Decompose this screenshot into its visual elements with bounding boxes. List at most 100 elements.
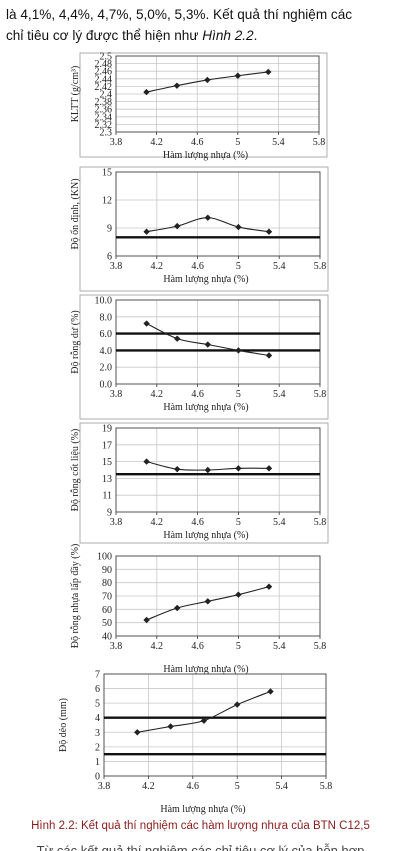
x-tick-label: 5.8 <box>314 517 327 528</box>
x-tick-label: 4.2 <box>151 517 164 528</box>
data-point <box>174 465 181 473</box>
data-point <box>267 688 274 695</box>
chart-vma: 9 11 13 15 17 19 3.8 4.2 4.6 5 5.4 5.8 Hàm lượng nhự… <box>0 422 401 546</box>
y-tick-label: 9 <box>107 224 112 235</box>
y-tick-label: 2.3 <box>100 128 113 139</box>
y-tick-label: 2.48 <box>95 59 113 70</box>
data-point <box>143 458 150 465</box>
x-tick-label: 5 <box>236 517 241 528</box>
y-axis-label: Độ rỗng cốt liệu (%) <box>70 429 81 512</box>
data-point <box>143 320 150 327</box>
y-tick-label: 2.5 <box>100 52 113 63</box>
data-point <box>167 723 174 730</box>
chart-frame <box>79 166 329 292</box>
figure-caption: Hình 2.2: Kết quả thí nghiệm các hàm lượ… <box>31 820 370 832</box>
y-tick-label: 2.34 <box>95 112 113 123</box>
y-tick-label: 2.32 <box>95 120 113 131</box>
y-tick-label: 15 <box>102 457 112 468</box>
x-tick-label: 3.8 <box>98 781 111 792</box>
x-axis-label: Hàm lượng nhựa (%) <box>163 664 248 675</box>
y-tick-label: 6.0 <box>100 329 113 340</box>
x-tick-label: 5 <box>236 641 241 652</box>
y-axis-label: Độ rỗng dư (%) <box>70 310 81 373</box>
y-tick-label: 2 <box>95 742 100 753</box>
plot-area <box>115 555 321 637</box>
series-line <box>137 690 271 733</box>
x-tick-label: 4.6 <box>191 261 204 272</box>
data-point <box>143 228 150 235</box>
chart-flow: 0 1 2 3 4 5 6 7 3.8 4.2 4.6 5 5.4 5.8 Hàm lượng nhựa (… <box>0 668 401 818</box>
chart-frame <box>79 422 329 544</box>
y-tick-label: 2.38 <box>95 97 113 108</box>
y-tick-label: 90 <box>102 565 112 576</box>
x-tick-label: 5.4 <box>273 261 286 272</box>
data-point <box>143 616 150 624</box>
intro-line-2: chỉ tiêu cơ lý được thể hiện như Hình 2.… <box>6 25 398 46</box>
x-axis-label: Hàm lượng nhựa (%) <box>163 530 248 541</box>
data-point <box>174 335 181 342</box>
y-tick-label: 17 <box>102 440 112 451</box>
y-axis-label: KLTT (g/cm³) <box>70 66 81 123</box>
figure-reference: Hình 2.2 <box>202 28 254 43</box>
data-point <box>204 214 211 221</box>
x-tick-label: 5 <box>235 781 240 792</box>
y-tick-label: 2.4 <box>100 90 113 101</box>
y-tick-label: 11 <box>102 491 112 502</box>
data-point <box>265 465 273 472</box>
next-paragraph-cutoff: Từ các kết quả thí nghiệm các chỉ tiêu c… <box>0 842 401 851</box>
y-tick-label: 50 <box>102 618 112 629</box>
y-tick-label: 4 <box>95 713 100 724</box>
y-tick-label: 0.0 <box>100 380 113 391</box>
chart-air-voids: 0.0 2.0 4.0 6.0 8.0 10.0 3.8 4.2 4.6 5 5.4 5.8 Hàm l… <box>0 294 401 422</box>
x-tick-label: 4.2 <box>142 781 155 792</box>
y-tick-label: 100 <box>97 552 112 563</box>
data-point <box>143 88 150 96</box>
data-point <box>265 352 273 359</box>
x-tick-label: 5.8 <box>314 261 327 272</box>
y-tick-label: 9 <box>107 508 112 519</box>
y-tick-label: 2.42 <box>95 82 113 93</box>
data-point <box>204 598 211 605</box>
chart-svg: 6 9 12 15 3.8 4.2 4.6 5 5.4 5.8 Hàm lượng nhựa (%)… <box>70 166 329 292</box>
y-axis-label: Độ ổn định, (KN) <box>70 178 81 249</box>
chart-density: 2.3 2.32 2.34 2.36 2.38 2.4 2.42 2.44 2.46 2.48 2.… <box>0 52 401 161</box>
x-tick-label: 5.4 <box>273 517 286 528</box>
y-tick-label: 15 <box>102 168 112 179</box>
x-tick-label: 5 <box>236 261 241 272</box>
x-tick-label: 4.6 <box>191 389 204 400</box>
x-tick-label: 4.6 <box>191 517 204 528</box>
intro-paragraph: là 4,1%, 4,4%, 4,7%, 5,0%, 5,3%. Kết quả… <box>6 4 398 46</box>
data-point <box>235 347 242 354</box>
x-tick-label: 5.8 <box>314 641 327 652</box>
x-tick-label: 5 <box>236 389 241 400</box>
x-tick-label: 5.8 <box>314 389 327 400</box>
x-tick-label: 5 <box>235 137 240 148</box>
data-point <box>265 583 273 590</box>
chart-svg: 40 50 60 70 80 90 100 3.8 4.2 4.6 5 5.4 5.8 Hàm lượng… <box>70 544 327 675</box>
y-tick-label: 2.0 <box>100 363 113 374</box>
x-tick-label: 4.2 <box>150 137 163 148</box>
x-tick-label: 4.6 <box>191 641 204 652</box>
intro-line-2-prefix: chỉ tiêu cơ lý được thể hiện như <box>6 28 203 43</box>
chart-svg: 9 11 13 15 17 19 3.8 4.2 4.6 5 5.4 5.8 Hàm lượng nhự… <box>70 422 329 544</box>
x-tick-label: 5.8 <box>313 137 326 148</box>
y-tick-label: 13 <box>102 474 112 485</box>
data-point <box>204 466 211 474</box>
data-point <box>235 223 242 231</box>
y-tick-label: 3 <box>95 728 100 739</box>
intro-line-1: là 4,1%, 4,4%, 4,7%, 5,0%, 5,3%. Kết quả… <box>6 7 353 22</box>
plot-area <box>103 673 327 777</box>
data-point <box>204 341 211 348</box>
y-tick-label: 80 <box>102 578 112 589</box>
x-tick-label: 4.2 <box>151 261 164 272</box>
data-point <box>265 68 272 76</box>
x-axis-label: Hàm lượng nhựa (%) <box>163 150 248 161</box>
y-tick-label: 10.0 <box>95 296 113 307</box>
y-tick-label: 1 <box>95 757 100 768</box>
y-tick-label: 4.0 <box>100 346 113 357</box>
x-tick-label: 4.6 <box>191 137 204 148</box>
data-point <box>174 604 181 612</box>
y-tick-label: 2.44 <box>95 74 113 85</box>
data-point <box>204 76 211 84</box>
y-axis-label: Độ rỗng nhựa lấp đầy (%) <box>70 544 81 649</box>
